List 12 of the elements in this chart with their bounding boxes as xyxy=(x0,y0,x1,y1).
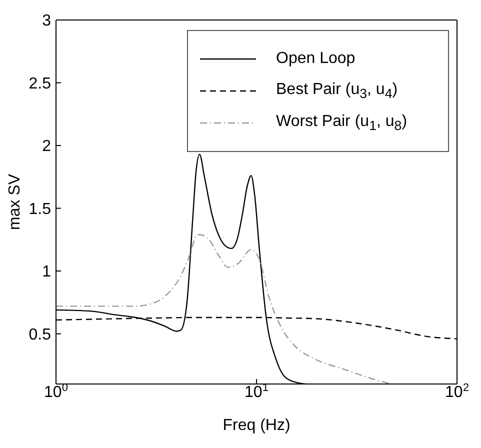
y-tick-label: 2.5 xyxy=(28,75,52,92)
legend-label: Worst Pair (u$_{1}$, u$_{8}$) xyxy=(276,112,408,134)
x-tick-label: 10$^{2}$ xyxy=(445,382,469,401)
legend-label: Best Pair (u$_{3}$, u$_{4}$) xyxy=(276,80,398,102)
y-tick-label: 1 xyxy=(42,264,52,281)
y-tick-label: 3 xyxy=(42,12,52,30)
y-tick-label: 0.5 xyxy=(28,326,52,344)
legend-label: Open Loop xyxy=(276,50,356,68)
y-tick-label: 1.5 xyxy=(28,200,52,218)
y-tick-label: 2 xyxy=(42,138,52,156)
x-axis-title: Freq (Hz) xyxy=(222,417,290,434)
y-axis-title: max SV xyxy=(6,174,24,230)
